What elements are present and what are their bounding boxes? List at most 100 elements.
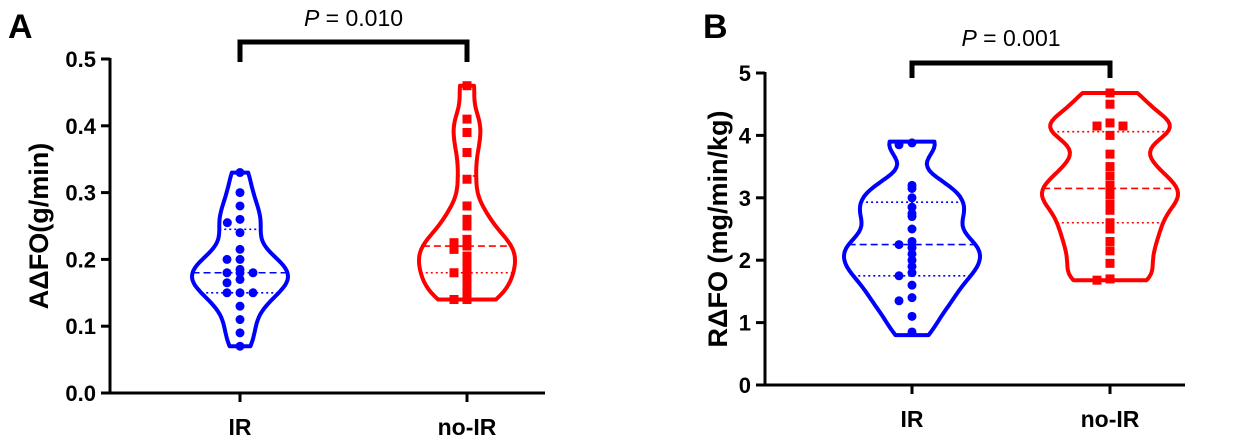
data-point-no-IR xyxy=(1105,246,1115,256)
data-point-IR xyxy=(907,327,917,337)
data-point-no-IR xyxy=(1105,224,1115,234)
data-point-IR xyxy=(907,293,917,303)
data-point-no-IR xyxy=(1105,171,1115,181)
data-point-no-IR xyxy=(462,274,472,284)
data-point-IR xyxy=(907,249,917,259)
x-tick-label: no-IR xyxy=(438,414,497,440)
data-point-IR xyxy=(235,315,245,325)
data-point-IR xyxy=(907,138,917,148)
data-point-IR xyxy=(222,268,232,278)
data-point-no-IR xyxy=(1105,218,1115,228)
data-point-no-IR xyxy=(1105,118,1115,128)
data-point-IR xyxy=(222,218,232,228)
data-point-no-IR xyxy=(462,201,472,211)
data-point-IR xyxy=(894,271,904,281)
data-point-IR xyxy=(248,268,258,278)
data-point-IR xyxy=(248,288,258,298)
data-point-no-IR xyxy=(462,148,472,158)
data-point-no-IR xyxy=(462,268,472,278)
y-tick-label: 0 xyxy=(739,373,751,398)
violin-outline-IR xyxy=(842,139,982,338)
data-point-no-IR xyxy=(462,114,472,124)
data-point-no-IR xyxy=(462,261,472,271)
data-point-IR xyxy=(222,288,232,298)
data-point-IR xyxy=(235,328,245,338)
data-point-no-IR xyxy=(1105,180,1115,190)
data-point-no-IR xyxy=(1118,121,1128,131)
data-point-no-IR xyxy=(1105,199,1115,209)
data-point-no-IR xyxy=(1092,121,1102,131)
data-point-no-IR xyxy=(1105,149,1115,159)
y-tick-label: 4 xyxy=(739,123,752,148)
data-point-no-IR xyxy=(462,288,472,298)
data-point-no-IR xyxy=(449,244,459,254)
y-axis-label: RΔFO (mg/min/kg) xyxy=(703,111,733,348)
data-point-no-IR xyxy=(462,81,472,91)
data-point-IR xyxy=(907,255,917,265)
data-point-no-IR xyxy=(462,127,472,137)
y-tick-label: 3 xyxy=(739,186,751,211)
data-point-IR xyxy=(235,274,245,284)
significance-bracket xyxy=(909,60,1113,78)
data-point-IR xyxy=(907,268,917,278)
data-point-IR xyxy=(907,261,917,271)
data-point-IR xyxy=(907,224,917,234)
data-point-IR xyxy=(894,240,904,250)
data-point-no-IR xyxy=(462,234,472,244)
y-axis-label: AΔFO(g/min) xyxy=(24,143,54,309)
significance-bracket xyxy=(237,39,470,62)
data-point-IR xyxy=(907,236,917,246)
violin-outline-no-IR xyxy=(1040,91,1180,283)
data-point-IR xyxy=(907,183,917,193)
data-point-IR xyxy=(235,188,245,198)
data-point-IR xyxy=(235,254,245,264)
y-tick-label: 5 xyxy=(739,61,751,86)
data-point-IR xyxy=(894,140,904,150)
data-point-no-IR xyxy=(462,254,472,264)
data-point-IR xyxy=(907,280,917,290)
panel-letter: A xyxy=(8,8,33,46)
data-point-IR xyxy=(222,278,232,288)
data-point-no-IR xyxy=(1105,190,1115,200)
y-tick-label: 0.1 xyxy=(65,314,96,339)
data-point-no-IR xyxy=(1105,99,1115,109)
data-point-no-IR xyxy=(1105,274,1115,284)
data-point-IR xyxy=(235,301,245,311)
data-point-no-IR xyxy=(1092,275,1102,285)
data-point-no-IR xyxy=(462,294,472,304)
data-point-IR xyxy=(235,244,245,254)
data-point-IR xyxy=(907,193,917,203)
data-point-no-IR xyxy=(462,241,472,251)
data-point-no-IR xyxy=(462,281,472,291)
data-point-no-IR xyxy=(1105,162,1115,172)
violin-outline-IR xyxy=(190,170,290,349)
panel-letter: B xyxy=(703,8,728,46)
violin-outline-no-IR xyxy=(417,83,517,302)
data-point-IR xyxy=(235,201,245,211)
data-point-IR xyxy=(235,228,245,238)
data-point-no-IR xyxy=(449,238,459,248)
data-point-no-IR xyxy=(1105,130,1115,140)
data-point-no-IR xyxy=(449,268,459,278)
data-point-IR xyxy=(235,341,245,351)
x-tick-label: no-IR xyxy=(1081,406,1140,432)
data-point-IR xyxy=(894,296,904,306)
data-point-no-IR xyxy=(1105,205,1115,215)
data-point-IR xyxy=(235,214,245,224)
data-point-IR xyxy=(907,212,917,222)
data-point-no-IR xyxy=(462,221,472,231)
y-tick-label: 2 xyxy=(739,248,751,273)
y-tick-label: 0.5 xyxy=(65,47,96,72)
data-point-IR xyxy=(235,268,245,278)
p-value-label: P = 0.010 xyxy=(304,5,403,31)
y-tick-label: 1 xyxy=(739,311,751,336)
panel-a: A AΔFO(g/min) 0.0 0.1 0.2 0.3 0.4 0.5 IR no-IR P =… xyxy=(8,5,545,440)
data-point-no-IR xyxy=(1105,258,1115,268)
y-tick-label: 0.3 xyxy=(65,181,96,206)
x-tick-label: IR xyxy=(229,414,252,440)
y-tick-label: 0.0 xyxy=(65,381,96,406)
y-tick-label: 0.2 xyxy=(65,247,96,272)
data-point-no-IR xyxy=(462,174,472,184)
data-point-IR xyxy=(907,202,917,212)
